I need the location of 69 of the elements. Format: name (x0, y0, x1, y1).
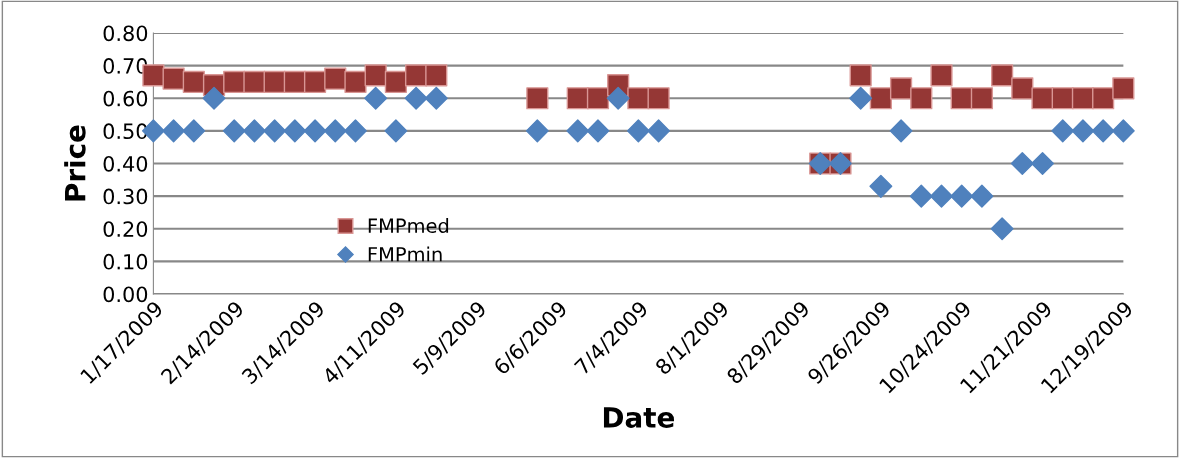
point (1010, 152, 1034, 176)
point (162, 119, 186, 143)
point (970, 87, 994, 110)
point (283, 119, 307, 143)
x-axis-title: Date (603, 407, 674, 428)
point (1011, 77, 1034, 100)
y-tick-label: 0.00 (103, 286, 148, 303)
point (849, 86, 873, 110)
y-axis-title: Price (64, 125, 86, 201)
point (950, 184, 974, 208)
point (162, 67, 185, 90)
point (263, 119, 287, 143)
point (384, 119, 408, 143)
legend-label: FMPmed (368, 218, 449, 234)
point (929, 184, 953, 208)
point (425, 64, 448, 87)
point (586, 87, 610, 110)
point (1091, 119, 1115, 143)
point (324, 67, 347, 90)
point (242, 119, 266, 143)
point (889, 119, 913, 143)
y-tick-label: 0.40 (103, 155, 148, 172)
point (303, 70, 327, 94)
point (909, 184, 933, 208)
point (202, 86, 226, 110)
point (606, 86, 630, 110)
point (626, 119, 650, 143)
point (303, 119, 327, 143)
point (182, 70, 205, 94)
point (1092, 87, 1115, 110)
point (222, 119, 246, 143)
y-tick-label: 0.30 (103, 188, 148, 205)
point (1031, 87, 1054, 110)
point (910, 87, 933, 110)
point (526, 87, 549, 110)
point (647, 87, 670, 110)
point (1051, 119, 1075, 143)
point (990, 217, 1014, 241)
point (930, 64, 953, 87)
point (364, 64, 387, 87)
point (1031, 152, 1055, 176)
point (404, 64, 428, 87)
point (404, 86, 428, 110)
point (1112, 77, 1135, 100)
point (182, 119, 206, 143)
point (343, 119, 367, 143)
point (525, 119, 549, 143)
y-tick-label: 0.20 (103, 221, 148, 237)
point (970, 184, 994, 208)
point (889, 77, 913, 100)
point (849, 64, 872, 87)
point (586, 119, 610, 143)
point (647, 119, 671, 143)
point (566, 119, 590, 143)
point (869, 174, 893, 198)
point (323, 119, 347, 143)
point (1071, 119, 1095, 143)
y-tick-label: 0.60 (103, 90, 148, 107)
point (869, 87, 892, 110)
y-tick-label: 0.10 (103, 253, 148, 270)
point (991, 64, 1014, 87)
point (364, 86, 388, 110)
point (384, 70, 408, 94)
point (243, 70, 266, 94)
y-tick-label: 0.80 (103, 25, 148, 42)
point (424, 86, 448, 110)
legend-label: FMPmin (368, 246, 442, 262)
point (1111, 119, 1135, 143)
point (344, 70, 367, 94)
